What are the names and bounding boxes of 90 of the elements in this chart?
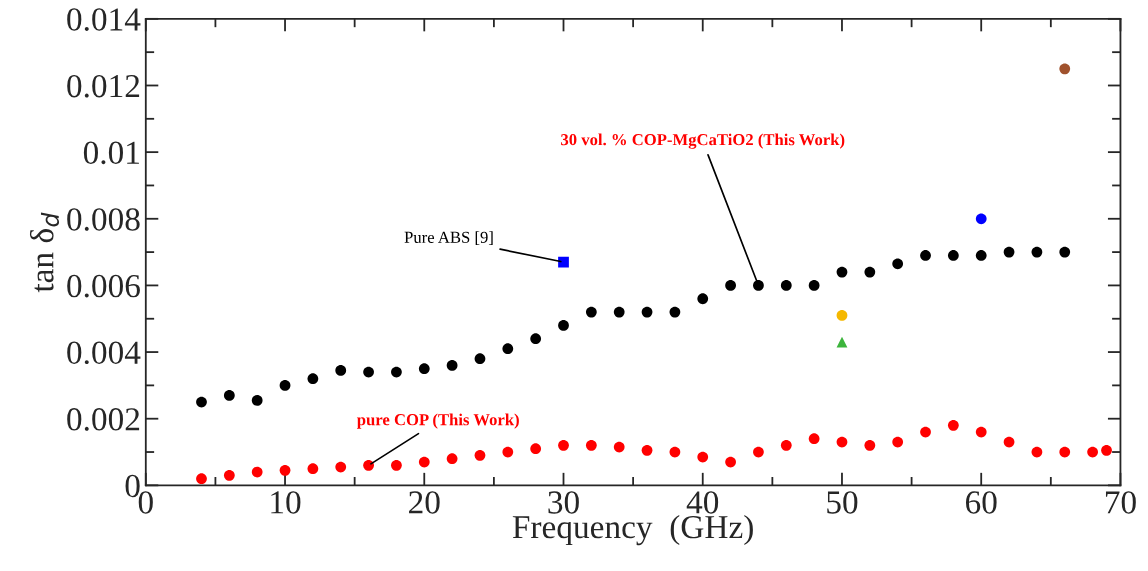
annotation: Pure ABS [9] xyxy=(404,231,493,245)
point xyxy=(780,439,792,451)
point xyxy=(223,469,235,481)
point xyxy=(418,363,430,375)
point xyxy=(780,280,792,291)
y-tick-label: 0.002 xyxy=(67,408,140,431)
point xyxy=(725,280,736,291)
point xyxy=(251,395,263,406)
point xyxy=(335,461,347,473)
point xyxy=(641,444,653,456)
annotation: pure COP (This Work) xyxy=(356,413,519,429)
point xyxy=(391,366,402,378)
point xyxy=(920,426,931,438)
point xyxy=(363,459,374,471)
annotation: 30 vol. % COP-MgCaTiO2 (This Work) xyxy=(561,133,845,149)
x-tick-label: 70 xyxy=(1105,491,1136,514)
point xyxy=(585,306,597,318)
point xyxy=(446,453,458,465)
point xyxy=(836,266,848,278)
point xyxy=(1031,446,1043,458)
point xyxy=(446,360,458,371)
point xyxy=(558,439,569,451)
point xyxy=(613,441,625,453)
point xyxy=(1003,436,1015,448)
point xyxy=(669,306,681,318)
point xyxy=(558,320,569,331)
point xyxy=(947,250,959,261)
point xyxy=(558,256,569,268)
point xyxy=(279,380,291,391)
point xyxy=(1059,246,1071,258)
y-tick-label: 0.01 xyxy=(83,141,139,165)
point xyxy=(947,419,959,431)
point xyxy=(1059,446,1071,458)
y-tick-label: 0.006 xyxy=(67,274,140,298)
point xyxy=(223,390,235,401)
point xyxy=(335,365,347,376)
point xyxy=(697,293,709,305)
x-tick-label: 60 xyxy=(965,491,997,514)
point xyxy=(892,258,904,270)
x-axis-title: Frequency (GHz) xyxy=(512,514,753,546)
point xyxy=(669,446,681,458)
point xyxy=(725,456,736,468)
point xyxy=(196,473,207,485)
point xyxy=(808,433,820,445)
point xyxy=(892,436,904,448)
x-tick-label: 50 xyxy=(827,491,858,514)
point xyxy=(836,436,848,448)
point xyxy=(1101,444,1112,456)
point xyxy=(1003,246,1015,258)
x-tick-label: 30 xyxy=(548,491,579,514)
point xyxy=(196,396,207,408)
point xyxy=(1087,446,1098,458)
point xyxy=(864,266,876,278)
point xyxy=(363,366,374,378)
point xyxy=(613,306,625,318)
x-tick-label: 40 xyxy=(686,491,719,514)
point xyxy=(279,464,291,476)
point xyxy=(1031,246,1043,258)
x-tick-label: 10 xyxy=(271,491,301,514)
point xyxy=(808,280,820,291)
point xyxy=(975,213,987,225)
point xyxy=(641,306,653,318)
y-tick-label: 0.008 xyxy=(67,208,140,231)
point xyxy=(585,439,597,451)
y-tick-label: 0.014 xyxy=(67,8,141,31)
y-axis-title: tan δ$_{d}$ xyxy=(29,212,60,293)
point xyxy=(697,451,709,463)
point xyxy=(474,449,486,461)
point xyxy=(1059,63,1071,75)
y-tick-label: 0.004 xyxy=(67,341,141,365)
point xyxy=(474,353,486,365)
y-tick-label: 0.012 xyxy=(67,74,140,98)
x-tick-label: 20 xyxy=(409,491,440,514)
y-tick-label: 0 xyxy=(125,474,140,498)
point xyxy=(920,250,931,261)
point xyxy=(502,343,514,355)
point xyxy=(836,310,848,321)
point xyxy=(251,466,263,478)
point xyxy=(753,280,764,291)
point xyxy=(391,459,402,471)
point xyxy=(530,443,542,455)
point xyxy=(864,439,876,451)
point xyxy=(307,373,319,385)
point xyxy=(975,250,987,261)
point xyxy=(502,446,514,458)
point xyxy=(975,426,987,438)
point xyxy=(530,333,542,345)
point xyxy=(418,456,430,468)
point xyxy=(307,463,319,475)
point xyxy=(753,446,764,458)
